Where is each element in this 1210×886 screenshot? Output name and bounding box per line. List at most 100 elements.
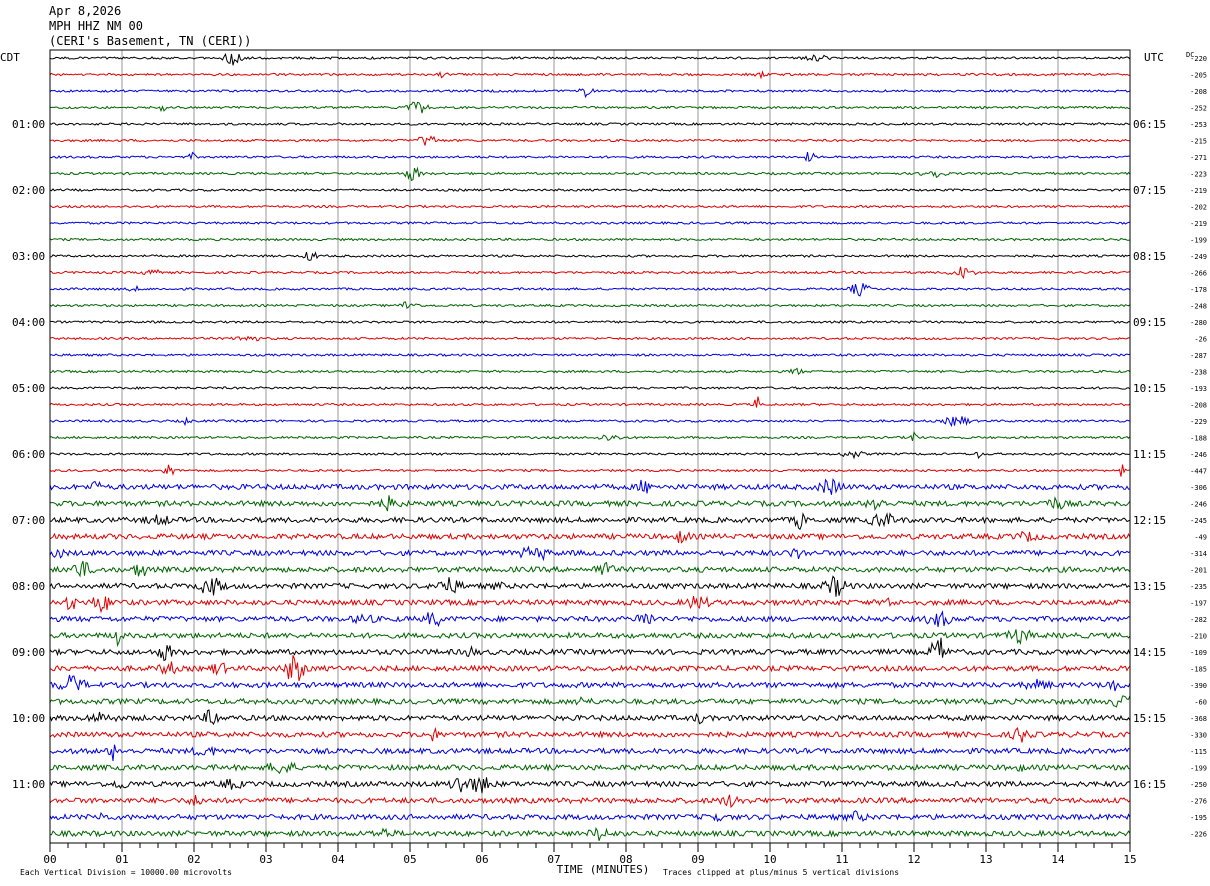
header-station: MPH HHZ NM 00 [49, 19, 143, 33]
dc-offset-label: -115 [1190, 748, 1207, 756]
trace-14 [49, 266, 1131, 280]
dc-offset-label: -208 [1190, 88, 1207, 96]
dc-offset-label: -60 [1194, 699, 1207, 707]
trace-46 [49, 794, 1131, 809]
dc-offset-label: -197 [1190, 600, 1207, 608]
left-hour-label: 10:00 [12, 712, 45, 725]
trace-2 [49, 70, 1131, 80]
dc-offset-label: -226 [1190, 831, 1207, 839]
x-tick-label: 11 [835, 853, 848, 866]
x-tick-label: 04 [331, 853, 345, 866]
header-date: Apr 8,2026 [49, 4, 122, 18]
right-hour-label: 07:15 [1133, 184, 1166, 197]
right-hour-label: 12:15 [1133, 514, 1166, 527]
footer-clip-note: Traces clipped at plus/minus 5 vertical … [663, 868, 899, 877]
left-hour-label: 04:00 [12, 316, 45, 329]
dc-offset-label: -199 [1190, 237, 1207, 245]
trace-31 [49, 545, 1131, 562]
trace-30 [49, 530, 1131, 544]
header-location: (CERI's Basement, TN (CERI)) [49, 34, 252, 48]
x-tick-label: 07 [547, 853, 560, 866]
dc-offset-label: -223 [1190, 171, 1207, 179]
right-hour-label: 14:15 [1133, 646, 1166, 659]
dc-offset-label: -109 [1190, 649, 1207, 657]
axis-labels: CDT UTC DC 01:00 02:00 03:00 04:00 05:00 06:00 07… [0, 51, 1207, 877]
trace-10 [49, 204, 1131, 209]
right-hour-label: 06:15 [1133, 118, 1166, 131]
trace-21 [49, 386, 1131, 390]
dc-offset-label: -245 [1190, 517, 1207, 525]
trace-12 [49, 237, 1131, 242]
x-tick-label: 13 [979, 853, 992, 866]
dc-offset-label: -250 [1190, 781, 1207, 789]
trace-18 [49, 335, 1131, 342]
trace-29 [49, 512, 1131, 531]
x-tick-label: 14 [1051, 853, 1065, 866]
dc-offset-label: -205 [1190, 72, 1207, 80]
left-hour-label: 01:00 [12, 118, 45, 131]
trace-36 [49, 629, 1131, 648]
dc-offset-label: -235 [1190, 583, 1207, 591]
trace-32 [49, 560, 1131, 578]
x-tick-label: 00 [43, 853, 56, 866]
trace-39 [49, 674, 1131, 692]
trace-42 [49, 726, 1131, 743]
dc-offset-label: -266 [1190, 270, 1207, 278]
left-hour-label: 07:00 [12, 514, 45, 527]
dc-offset-label: -330 [1190, 732, 1207, 740]
dc-offset-label: -208 [1190, 402, 1207, 410]
dc-offset-label: -199 [1190, 765, 1207, 773]
footer-scale-note: Each Vertical Division = 10000.00 microv… [20, 868, 232, 877]
left-hour-label: 03:00 [12, 250, 45, 263]
dc-offset-label: -390 [1190, 682, 1207, 690]
trace-34 [49, 595, 1131, 614]
dc-offset-label: -447 [1190, 468, 1207, 476]
left-hour-label: 05:00 [12, 382, 45, 395]
dc-offset-label: -185 [1190, 666, 1207, 674]
trace-48 [49, 826, 1131, 841]
dc-offset-label: -201 [1190, 567, 1207, 575]
x-tick-label: 15 [1123, 853, 1136, 866]
plot-frame [49, 49, 1131, 844]
trace-45 [49, 776, 1131, 794]
dc-offset-label: -248 [1190, 303, 1207, 311]
trace-6 [49, 135, 1131, 146]
right-hour-label: 11:15 [1133, 448, 1166, 461]
trace-8 [49, 166, 1131, 182]
dc-offset-label: -280 [1190, 319, 1207, 327]
trace-27 [49, 478, 1130, 495]
x-tick-label: 08 [619, 853, 632, 866]
trace-15 [49, 283, 1131, 297]
left-hour-label: 09:00 [12, 646, 45, 659]
x-axis-label: TIME (MINUTES) [557, 863, 650, 876]
trace-28 [49, 495, 1131, 512]
trace-4 [49, 101, 1130, 114]
dc-offset-label: -195 [1190, 814, 1207, 822]
dc-label: DC [1186, 51, 1194, 59]
trace-20 [49, 367, 1131, 375]
trace-40 [49, 695, 1131, 708]
trace-37 [49, 637, 1131, 662]
right-hour-label: 08:15 [1133, 250, 1166, 263]
trace-17 [49, 320, 1131, 324]
dc-offset-label: -26 [1194, 336, 1207, 344]
x-tick-label: 03 [259, 853, 272, 866]
trace-1 [49, 52, 1131, 66]
dc-offset-label: -219 [1190, 187, 1207, 195]
dc-offset-label: -271 [1190, 154, 1207, 162]
trace-5 [49, 122, 1131, 126]
dc-offset-label: -202 [1190, 204, 1207, 212]
right-hour-label: 10:15 [1133, 382, 1166, 395]
dc-offset-label: -252 [1190, 105, 1207, 113]
seismic-traces [49, 52, 1131, 841]
left-hour-label: 06:00 [12, 448, 45, 461]
minute-gridlines [121, 50, 1059, 843]
x-tick-label: 10 [763, 853, 776, 866]
trace-13 [49, 251, 1131, 261]
trace-3 [49, 87, 1131, 99]
trace-33 [49, 575, 1131, 597]
right-timezone-label: UTC [1144, 51, 1164, 64]
trace-47 [49, 810, 1131, 823]
dc-offset-label: -306 [1190, 484, 1207, 492]
x-tick-label: 09 [691, 853, 704, 866]
